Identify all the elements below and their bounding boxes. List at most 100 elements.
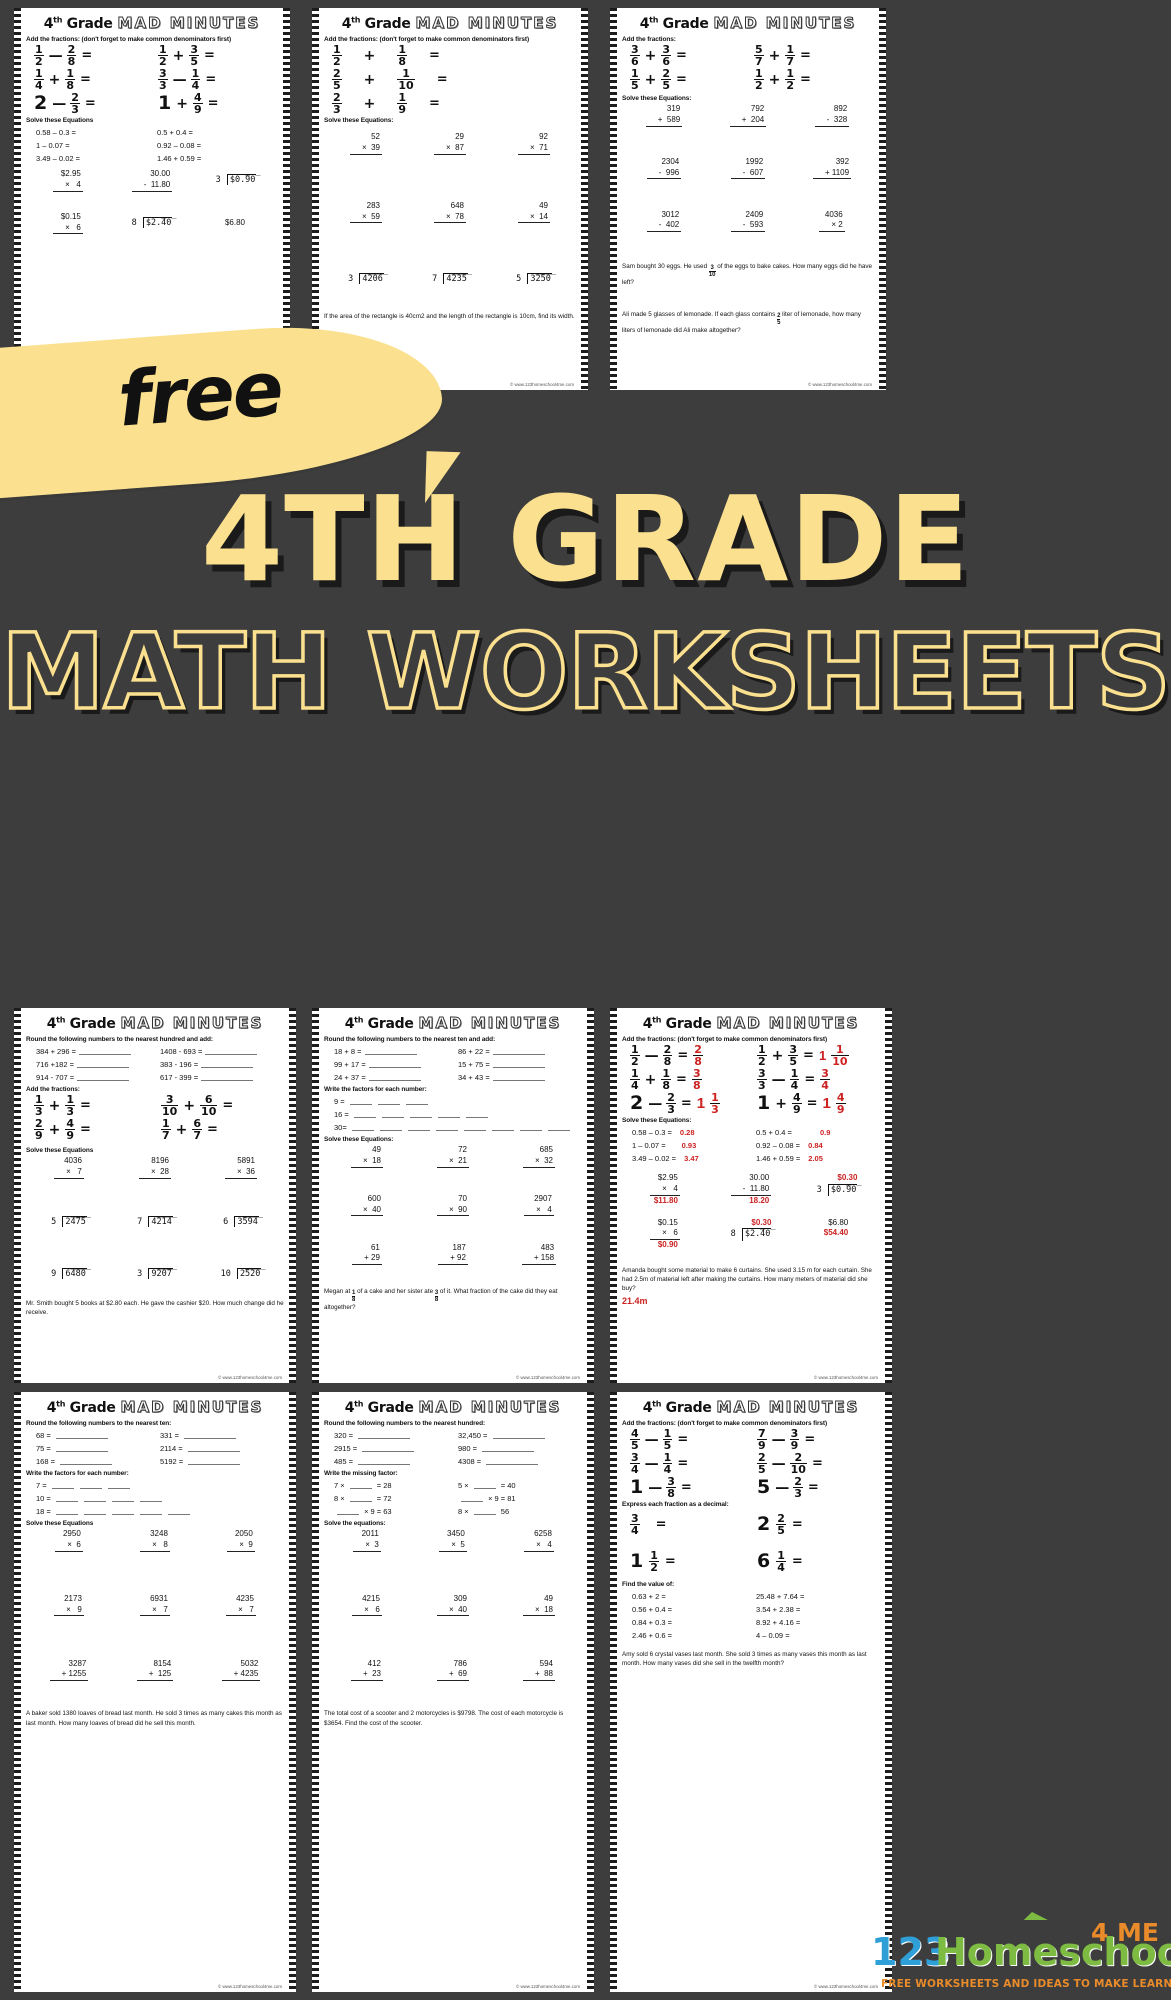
instruction-fractions: Add the fractions: (don't forget to make… — [622, 1036, 828, 1043]
answer: $0.90 — [657, 1240, 678, 1250]
factor-row: 10 = — [26, 1494, 284, 1503]
mad-minutes-label: MAD MINUTES — [418, 1014, 562, 1033]
equation-row: 0.63 + 2 = 25.48 + 7.64 = — [632, 1592, 805, 1601]
mad-minutes-label: MAD MINUTES — [716, 1398, 860, 1417]
fraction-row: 3 6 +3 6 = 5 7 +1 7 = — [630, 43, 811, 68]
instruction-factors: Write the factors for each number: — [26, 1470, 129, 1477]
copyright: © www.123homeschool4me.com — [813, 1375, 878, 1380]
instruction-fractions: Add the fractions: (don't forget to make… — [26, 36, 232, 43]
instruction-solve: Solve these Equations: — [622, 95, 692, 102]
worksheet-title: 4th Grade MAD MINUTES — [639, 14, 857, 33]
division-row: 3 4̅2̅0̅6̅ 7 4̅2̅3̅5̅ 5 3̅2̅5̅0̅ — [348, 272, 552, 284]
column-sums: 49 × 18 72 × 21 685 × 32 — [324, 1145, 582, 1168]
column-sums: 3287 + 1255 8154 + 125 5032 + 4235 — [26, 1659, 284, 1682]
equation-row: 0.84 + 0.3 = 8.92 + 4.16 = — [632, 1618, 801, 1627]
word-problem: Amanda bought some material to make 6 cu… — [622, 1267, 872, 1293]
equation-row: 0.58 – 0.3 = 0.5 + 0.4 = — [36, 128, 193, 137]
instruction-round: Round the following numbers to the neare… — [324, 1420, 486, 1427]
fraction-row: 2 5 +1 10 = — [332, 67, 448, 92]
worksheet-6-answer-key: 4th Grade MAD MINUTES Add the fractions: … — [610, 1008, 892, 1383]
worksheet-5: 4th Grade MAD MINUTES Round the following… — [312, 1008, 594, 1383]
worksheet-4: 4th Grade MAD MINUTES Round the following… — [14, 1008, 296, 1383]
fraction-row: 1 2—2 8 = 2 8 1 2 +3 5 = 1 1 10 — [630, 1043, 849, 1068]
copyright: © www.123homeschool4me.com — [217, 1375, 282, 1380]
equation-row: 75 = 2114 = — [26, 1444, 284, 1453]
fraction-row: 1—3 8 = 5—2 3 = — [630, 1475, 819, 1500]
mad-minutes-label: MAD MINUTES — [415, 14, 559, 33]
instruction-solve: Solve these Equations: — [324, 1136, 394, 1143]
instruction-solve: Solve these Equations — [26, 117, 94, 124]
division-row: 5 2̅4̅7̅5̅ 7 4̅2̅1̅4̅ 6 3̅5̅9̅4̅ — [51, 1215, 259, 1227]
fraction-row: 1 4 +1 8 = 3 3—1 4 = — [34, 67, 217, 92]
word-problem: Sam bought 30 eggs. He used 3 10 of the e… — [622, 263, 872, 287]
equation-row: 8 × = 72 × 9 = 81 — [334, 1494, 516, 1503]
factor-row: 18 = — [26, 1507, 284, 1516]
column-sums: 2304- 996 1992- 607 392 + 1109 — [622, 157, 874, 180]
equation-row: 1 – 0.07 = 0.92 – 0.08 = — [36, 141, 201, 150]
column-sums: 52 × 39 29 × 87 92 × 71 — [324, 132, 576, 155]
factor-row: 9 = — [324, 1097, 582, 1106]
brand-logo[interactable]: 123 Homeschool 4 ME FREE WORKSHEETS AND … — [863, 1908, 1171, 1990]
fraction-row: 1 2—2 8 = 1 2 +3 5 = — [34, 43, 215, 68]
answer: 0.28 — [679, 1128, 695, 1137]
equation-row: 485 = 4308 = — [324, 1457, 582, 1466]
fraction-row: 1 5 +2 5 = 1 2 +1 2 = — [630, 67, 811, 92]
fraction-row: 2 3 +1 9 = — [332, 91, 440, 116]
answer: $0.30 — [837, 1173, 858, 1182]
copyright: © www.123homeschool4me.com — [515, 1984, 580, 1989]
word-problem: Amy sold 6 crystal vases last month. She… — [622, 1651, 867, 1668]
factor-row: 30= — [324, 1123, 582, 1132]
column-sums: 2011 × 3 3450 × 5 6258 × 4 — [324, 1529, 582, 1552]
column-sums: 61 + 29 187 + 92 483 + 158 — [324, 1243, 582, 1266]
copyright: © www.123homeschool4me.com — [509, 382, 574, 387]
instruction-solve: Solve these Equations: — [622, 1117, 692, 1124]
instruction-find-value: Find the value of: — [622, 1581, 675, 1588]
logo-homeschool: Homeschool — [935, 1930, 1171, 1974]
mad-minutes-label: MAD MINUTES — [120, 1398, 264, 1417]
word-problem-answer: 21.4m — [622, 1295, 648, 1306]
column-sums: 412 + 23 786 + 69 594 + 88 — [324, 1659, 582, 1682]
logo-4me: 4 ME — [1090, 1918, 1159, 1947]
worksheet-title: 4th Grade MAD MINUTES — [43, 14, 261, 33]
instruction-solve: Solve these Equations: — [324, 117, 394, 124]
equation-row: 68 = 331 = — [26, 1431, 284, 1440]
mad-minutes-label: MAD MINUTES — [117, 14, 261, 33]
instruction-express-decimal: Express each fraction as a decimal: — [622, 1501, 729, 1508]
instruction-fractions: Add the fractions: — [26, 1086, 80, 1093]
answer: 18.20 — [749, 1195, 770, 1205]
column-sums: 2173 × 9 6931 × 7 4235 × 7 — [26, 1594, 284, 1617]
equation-row: 716 +182 = 383 - 196 = — [26, 1060, 284, 1069]
worksheet-7: 4th Grade MAD MINUTES Round the following… — [14, 1392, 296, 1992]
fraction-row: 3 4 = 2 2 5 = — [630, 1512, 803, 1537]
poster-title-line2: MATH WORKSHEETS — [0, 611, 1171, 733]
word-problem: A baker sold 1380 loaves of bread last m… — [26, 1710, 282, 1727]
column-sums: $2.95 × 4 30.00- 11.80 3 $0.̅90̅ — [26, 169, 278, 192]
mad-minutes-label: MAD MINUTES — [713, 14, 857, 33]
poster-title-line1: 4TH GRADE — [200, 470, 971, 608]
equation-row: 2915 = 980 = — [324, 1444, 582, 1453]
worksheet-title: 4th Grade MAD MINUTES — [46, 1014, 264, 1033]
equation-row: 320 = 32,450 = — [324, 1431, 582, 1440]
fraction-row: 2—2 3 = 1 +4 9 = — [34, 91, 219, 116]
fraction-row: 3 4—1 4 = 2 5—2 10 = — [630, 1451, 823, 1476]
fraction-row: 1 3 +1 3 = 3 10 +6 10 = — [34, 1093, 234, 1118]
equation-row: 3.49 – 0.02 = 3.47 1.46 + 0.59 = 2.05 — [632, 1154, 823, 1163]
instruction-fractions: Add the fractions: (don't forget to make… — [324, 36, 530, 43]
instruction-fractions: Add the fractions: — [622, 36, 676, 43]
column-sums: $0.15 × 6 $0.90 $0.30 8 $2.̅40̅ $6.80 $54.40 — [622, 1218, 880, 1253]
equation-row: 0.56 + 0.4 = 3.54 + 2.38 = — [632, 1605, 801, 1614]
equation-row: 7 × = 28 5 × = 40 — [334, 1481, 516, 1490]
mad-minutes-label: MAD MINUTES — [716, 1014, 860, 1033]
inline-fraction: 3 10 — [708, 265, 716, 279]
instruction-round: Round the following numbers to the neare… — [26, 1036, 213, 1043]
column-sums: 4215 × 6 309 × 40 49 × 18 — [324, 1594, 582, 1617]
instruction-solve: Solve the equations: — [324, 1520, 386, 1527]
mad-minutes-label: MAD MINUTES — [120, 1014, 264, 1033]
instruction-round: Round the following numbers to the neare… — [26, 1420, 172, 1427]
column-sums: $0.15 × 6 8 $2.̅40̅ $6.80 — [26, 212, 278, 235]
